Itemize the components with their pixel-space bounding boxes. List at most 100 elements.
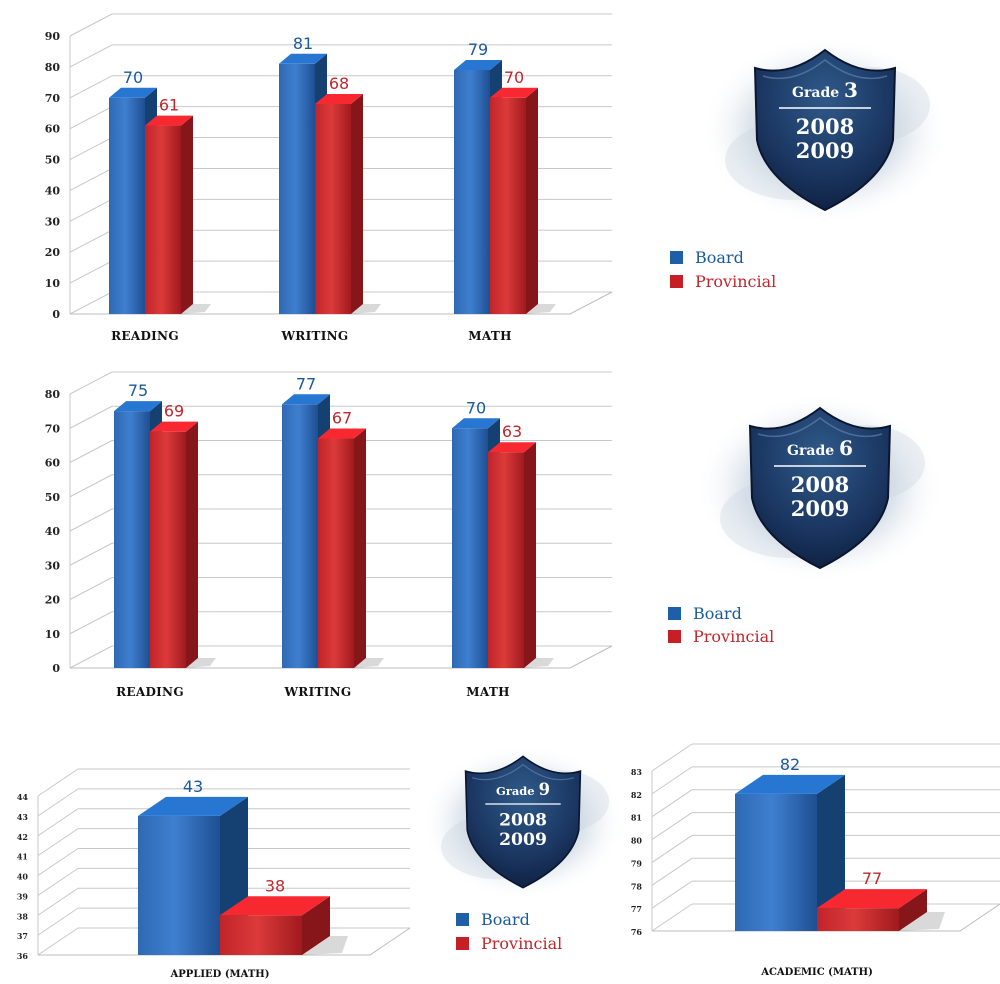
badge-year-2: 2009 bbox=[791, 496, 849, 521]
category-label: READING bbox=[116, 685, 184, 699]
badge-grade-label: Grade 3 bbox=[792, 78, 858, 102]
badge-year-1: 2008 bbox=[499, 810, 547, 830]
category-label: READING bbox=[111, 329, 179, 343]
provincial-value-label: 61 bbox=[159, 96, 179, 115]
legend-grade3: Board Provincial bbox=[670, 248, 776, 291]
y-tick-label: 44 bbox=[17, 792, 29, 802]
category-label: WRITING bbox=[281, 329, 349, 343]
y-tick-label: 80 bbox=[45, 61, 61, 74]
y-tick-label: 37 bbox=[17, 931, 28, 941]
provincial-value-label: 70 bbox=[504, 68, 524, 87]
provincial-value-label: 77 bbox=[862, 869, 882, 888]
provincial-value-label: 63 bbox=[502, 422, 522, 441]
board-value-label: 77 bbox=[296, 374, 316, 393]
y-tick-label: 41 bbox=[17, 852, 28, 862]
y-tick-label: 40 bbox=[45, 525, 61, 538]
legend-provincial-swatch bbox=[670, 275, 683, 288]
board-value-label: 70 bbox=[466, 398, 486, 417]
y-tick-label: 50 bbox=[45, 491, 61, 504]
legend-board-label: Board bbox=[695, 248, 744, 267]
legend-board-swatch bbox=[668, 607, 681, 620]
y-tick-label: 80 bbox=[631, 836, 643, 846]
legend-provincial-swatch bbox=[456, 937, 469, 950]
y-tick-label: 70 bbox=[45, 422, 61, 435]
provincial-value-label: 67 bbox=[332, 409, 352, 428]
board-value-label: 82 bbox=[780, 755, 800, 774]
y-tick-label: 43 bbox=[17, 812, 29, 822]
legend-grade6: Board Provincial bbox=[668, 604, 774, 646]
provincial-bar bbox=[490, 87, 556, 315]
y-tick-label: 79 bbox=[631, 858, 643, 868]
provincial-bar bbox=[318, 428, 384, 668]
grade9-academic-chart: 76 77 78 79 80 81 82 83 82 77 ACADEMIC (MATH) bbox=[631, 743, 1000, 978]
y-tick-label: 78 bbox=[631, 881, 643, 891]
category-label: APPLIED (MATH) bbox=[170, 969, 270, 980]
badge-year-2: 2009 bbox=[499, 830, 547, 850]
board-value-label: 75 bbox=[128, 381, 148, 400]
grade3-chart: 0 10 20 30 40 50 60 70 80 90 70 61 READING 81 68 WRITIN… bbox=[45, 13, 613, 343]
legend-board-swatch bbox=[670, 251, 683, 264]
provincial-bar bbox=[315, 93, 381, 314]
y-tick-label: 90 bbox=[45, 30, 61, 43]
provincial-value-label: 69 bbox=[164, 402, 184, 421]
board-value-label: 43 bbox=[183, 777, 203, 796]
category-label: WRITING bbox=[284, 685, 352, 699]
legend-provincial-label: Provincial bbox=[481, 934, 562, 953]
y-tick-label: 60 bbox=[45, 457, 61, 470]
badge-year-1: 2008 bbox=[796, 114, 854, 139]
provincial-bar bbox=[817, 889, 945, 931]
y-tick-label: 77 bbox=[631, 904, 642, 914]
legend-provincial-swatch bbox=[668, 630, 681, 643]
shield-icon bbox=[748, 406, 892, 570]
y-tick-label: 82 bbox=[631, 790, 642, 800]
y-tick-label: 40 bbox=[45, 184, 61, 197]
provincial-value-label: 68 bbox=[329, 74, 349, 93]
y-tick-label: 10 bbox=[45, 277, 61, 290]
badge-grade-label: Grade 9 bbox=[496, 780, 550, 799]
grade6-chart: 0 10 20 30 40 50 60 70 80 75 69 READING 77 67 WRITING 7… bbox=[45, 371, 613, 699]
y-tick-label: 20 bbox=[45, 594, 61, 607]
provincial-bar bbox=[145, 115, 211, 314]
legend-provincial-label: Provincial bbox=[695, 272, 776, 291]
board-value-label: 70 bbox=[123, 68, 143, 87]
y-tick-label: 39 bbox=[17, 891, 29, 901]
category-label: MATH bbox=[466, 685, 509, 699]
y-tick-label: 38 bbox=[17, 911, 29, 921]
provincial-bar bbox=[220, 896, 348, 955]
badge-year-2: 2009 bbox=[796, 138, 854, 163]
y-tick-label: 0 bbox=[52, 662, 60, 675]
y-tick-label: 30 bbox=[45, 215, 61, 228]
legend-board-label: Board bbox=[481, 910, 530, 929]
legend-provincial-label: Provincial bbox=[693, 627, 774, 646]
y-tick-label: 36 bbox=[17, 951, 29, 961]
y-tick-label: 80 bbox=[45, 388, 61, 401]
category-label: ACADEMIC (MATH) bbox=[760, 967, 873, 978]
badge-grade-label: Grade 6 bbox=[787, 436, 853, 460]
y-tick-label: 10 bbox=[45, 628, 61, 641]
y-tick-label: 76 bbox=[631, 927, 643, 937]
y-tick-label: 30 bbox=[45, 559, 61, 572]
board-value-label: 81 bbox=[293, 34, 313, 53]
legend-board-label: Board bbox=[693, 604, 742, 623]
shield-icon bbox=[464, 755, 582, 889]
y-tick-label: 81 bbox=[631, 813, 642, 823]
y-tick-label: 40 bbox=[17, 872, 29, 882]
y-tick-label: 83 bbox=[631, 767, 643, 777]
board-bar bbox=[452, 418, 518, 668]
y-tick-label: 20 bbox=[45, 246, 61, 259]
legend-grade9: Board Provincial bbox=[456, 910, 562, 953]
badge-year-1: 2008 bbox=[791, 472, 849, 497]
shield-icon bbox=[753, 48, 897, 212]
category-label: MATH bbox=[468, 329, 511, 343]
y-tick-label: 70 bbox=[45, 92, 61, 105]
provincial-bar bbox=[150, 421, 216, 668]
y-tick-label: 42 bbox=[17, 832, 28, 842]
provincial-bar bbox=[488, 442, 554, 668]
y-tick-label: 50 bbox=[45, 154, 61, 167]
provincial-value-label: 38 bbox=[265, 876, 285, 895]
grade9-applied-chart: 36 37 38 39 40 41 42 43 44 43 38 APPLIED (MATH) bbox=[17, 768, 411, 980]
